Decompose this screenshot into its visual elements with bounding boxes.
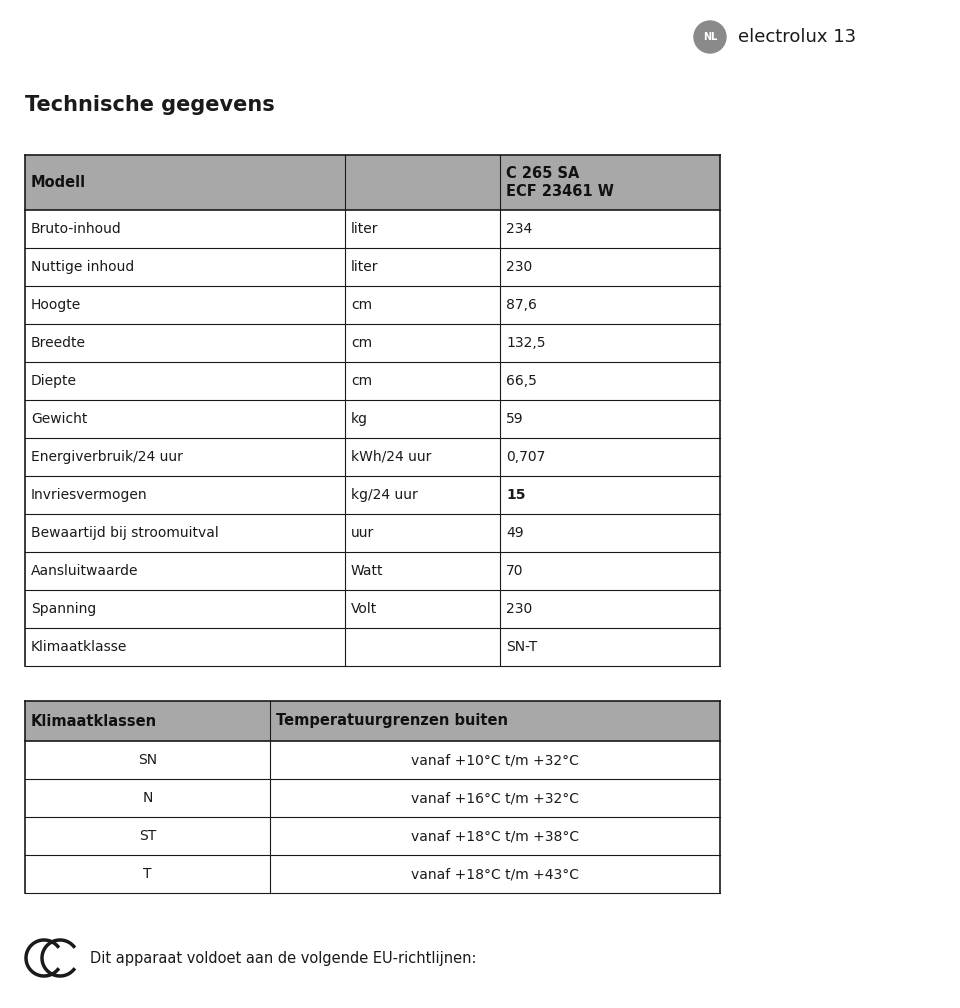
Text: Watt: Watt	[351, 564, 383, 578]
Text: 230: 230	[506, 260, 532, 274]
Text: N: N	[142, 791, 153, 805]
Text: vanaf +18°C t/m +38°C: vanaf +18°C t/m +38°C	[411, 829, 579, 843]
Text: Breedte: Breedte	[31, 336, 86, 350]
Text: cm: cm	[351, 298, 372, 312]
Text: liter: liter	[351, 222, 378, 236]
Text: 230: 230	[506, 602, 532, 616]
Text: Technische gegevens: Technische gegevens	[25, 95, 275, 115]
Text: 70: 70	[506, 564, 523, 578]
Text: vanaf +16°C t/m +32°C: vanaf +16°C t/m +32°C	[411, 791, 579, 805]
Text: T: T	[143, 867, 152, 881]
Text: Spanning: Spanning	[31, 602, 96, 616]
Text: kg: kg	[351, 412, 368, 426]
Text: C 265 SA: C 265 SA	[506, 166, 580, 181]
Text: 234: 234	[506, 222, 532, 236]
Text: kg/24 uur: kg/24 uur	[351, 488, 418, 502]
Text: Bruto-inhoud: Bruto-inhoud	[31, 222, 122, 236]
Text: Klimaatklassen: Klimaatklassen	[31, 714, 157, 729]
Text: Gewicht: Gewicht	[31, 412, 87, 426]
Text: Modell: Modell	[31, 175, 86, 190]
Text: Dit apparaat voldoet aan de volgende EU-richtlijnen:: Dit apparaat voldoet aan de volgende EU-…	[90, 951, 476, 966]
Text: Bewaartijd bij stroomuitval: Bewaartijd bij stroomuitval	[31, 526, 219, 540]
Text: 49: 49	[506, 526, 523, 540]
Text: Nuttige inhoud: Nuttige inhoud	[31, 260, 134, 274]
Text: Hoogte: Hoogte	[31, 298, 82, 312]
Text: Diepte: Diepte	[31, 374, 77, 388]
Text: Invriesvermogen: Invriesvermogen	[31, 488, 148, 502]
Text: 15: 15	[506, 488, 525, 502]
Text: Klimaatklasse: Klimaatklasse	[31, 640, 128, 654]
Text: vanaf +10°C t/m +32°C: vanaf +10°C t/m +32°C	[411, 753, 579, 767]
Text: Aansluitwaarde: Aansluitwaarde	[31, 564, 138, 578]
Text: SN-T: SN-T	[506, 640, 538, 654]
Text: Energiverbruik/24 uur: Energiverbruik/24 uur	[31, 450, 182, 464]
Text: liter: liter	[351, 260, 378, 274]
Text: vanaf +18°C t/m +43°C: vanaf +18°C t/m +43°C	[411, 867, 579, 881]
Text: 132,5: 132,5	[506, 336, 545, 350]
Text: ECF 23461 W: ECF 23461 W	[506, 184, 613, 199]
Bar	[25, 701, 720, 741]
Text: 0,707: 0,707	[506, 450, 545, 464]
Text: 87,6: 87,6	[506, 298, 537, 312]
Text: ST: ST	[139, 829, 156, 843]
Text: 66,5: 66,5	[506, 374, 537, 388]
Text: Temperatuurgrenzen buiten: Temperatuurgrenzen buiten	[276, 714, 508, 729]
Text: cm: cm	[351, 336, 372, 350]
Text: NL: NL	[703, 32, 717, 42]
Text: Volt: Volt	[351, 602, 377, 616]
Text: electrolux 13: electrolux 13	[738, 28, 856, 46]
Bar	[25, 155, 720, 210]
Text: uur: uur	[351, 526, 374, 540]
Text: SN: SN	[138, 753, 157, 767]
Text: kWh/24 uur: kWh/24 uur	[351, 450, 431, 464]
Text: cm: cm	[351, 374, 372, 388]
Text: 59: 59	[506, 412, 523, 426]
Circle shape	[694, 21, 726, 53]
